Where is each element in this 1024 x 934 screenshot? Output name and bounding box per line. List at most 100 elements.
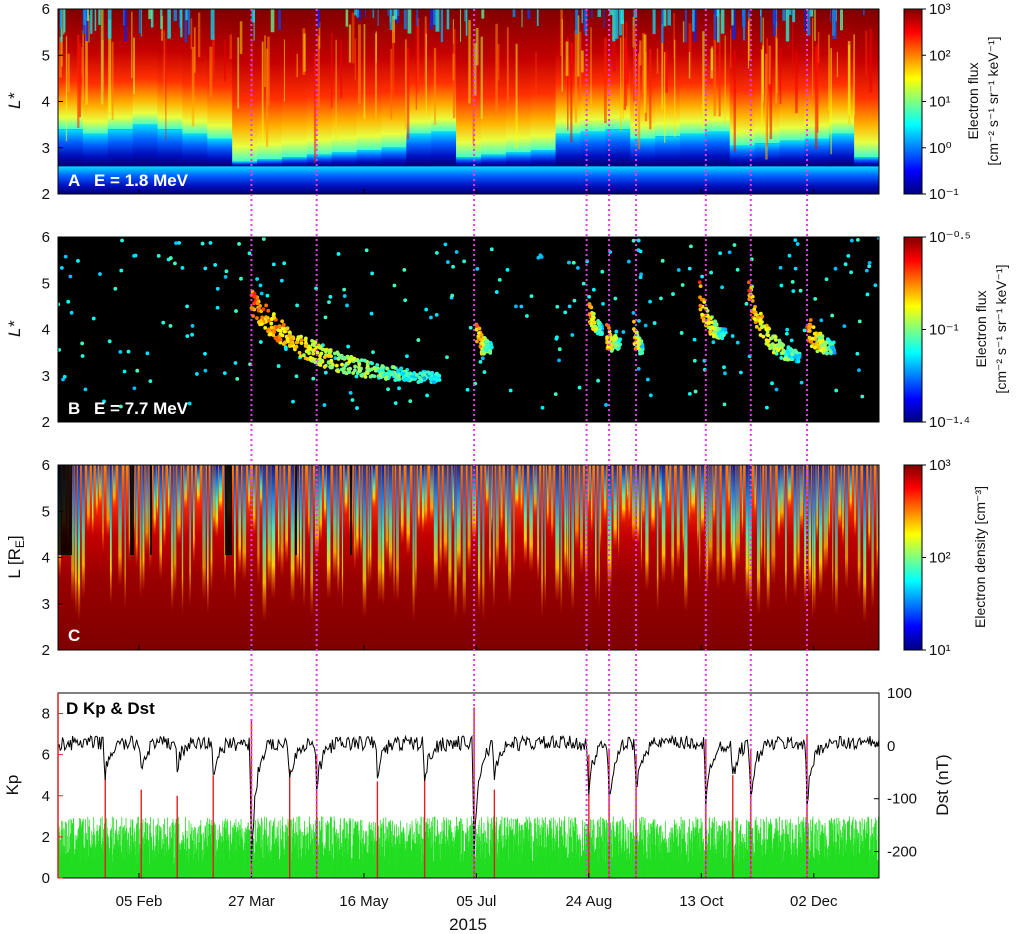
panel-a-slot-column: [232, 161, 258, 167]
panel-b-background-point: [744, 301, 749, 306]
panel-b-background-point: [98, 272, 102, 276]
dst-axis-label: Dst (nT): [933, 754, 952, 815]
panel-c-plume-streak: [159, 465, 163, 580]
panel-b-background-point: [843, 262, 848, 267]
panel-b-background-point: [720, 285, 724, 290]
panel-a-top-streak: [775, 9, 778, 28]
panel-c-plume-streak: [242, 465, 247, 582]
panel-a-slot-column: [82, 133, 109, 167]
panel-a-top-streak: [804, 9, 806, 32]
panel-b-background-point: [735, 267, 740, 272]
panel-c-plume-streak: [181, 465, 184, 616]
colorbar-tick-label: 10²: [929, 550, 951, 567]
panel-b-background-point: [80, 341, 85, 346]
panel-a-top-streak: [184, 9, 188, 43]
panel-b-background-point: [636, 248, 641, 253]
panel-b-background-point: [679, 331, 684, 335]
panel-a-decay-streak: [747, 12, 751, 61]
panel-a-top-streak: [124, 9, 127, 41]
panel-c-plume-streak: [106, 465, 110, 538]
colorbar-b: 10⁻⁰·⁵ 10⁻¹ 10⁻¹·⁴ Electron flux [cm⁻² s⁻¹…: [903, 229, 1009, 431]
panel-a-decay-streak: [452, 28, 456, 119]
panel-b-event-point: [474, 327, 479, 332]
colorbar-tick-label: 10⁰: [929, 140, 952, 157]
panel-b-background-point: [587, 294, 592, 299]
dst-tick-label: 0: [887, 738, 895, 755]
panel-b-event-point: [790, 352, 795, 357]
panel-b-background-point: [215, 286, 220, 291]
panel-b-background-point: [429, 315, 433, 320]
panel-b-event-point: [278, 337, 283, 342]
panel-b-background-point: [626, 259, 631, 264]
panel-a-top-streak: [760, 9, 762, 43]
x-tick-label: 05 Feb: [116, 893, 163, 910]
panel-a-decay-streak: [59, 36, 62, 78]
panel-a-slot-column: [306, 154, 333, 167]
panel-a-top-streak: [597, 9, 602, 17]
panel-b-event-point: [353, 364, 357, 369]
panel-b-background-point: [824, 277, 829, 282]
panel-b-event-point: [310, 338, 314, 343]
panel-b-background-point: [234, 309, 238, 313]
panel-c-plume-streak: [74, 465, 77, 615]
panel-b-event-point: [812, 331, 817, 336]
panel-a-decay-streak: [574, 30, 578, 123]
panel-b-background-point: [538, 253, 543, 258]
panel-b-background-point: [443, 242, 448, 247]
panel-c-plume-streak: [684, 465, 688, 612]
panel-b-background-point: [371, 350, 375, 355]
panel-a-decay-streak: [209, 46, 213, 97]
panel-b-background-point: [107, 339, 112, 344]
panel-b-background-point: [156, 253, 161, 258]
panel-c-plume-streak: [177, 465, 181, 544]
panel-b-background-point: [813, 296, 818, 301]
panel-b-event-point: [313, 360, 318, 365]
panel-c-plume-streak: [495, 465, 499, 572]
panel-b-event-point: [713, 321, 718, 326]
panel-b-event-point: [290, 341, 295, 346]
panel-c-plume-streak: [813, 465, 816, 614]
panel-b-event-point: [713, 332, 718, 337]
panel-b-background-point: [91, 316, 96, 321]
panel-b-background-point: [342, 294, 347, 298]
panel-b-event-point: [304, 349, 309, 354]
panel-b-background-point: [247, 251, 252, 256]
panel-c-plume-streak: [741, 465, 744, 538]
panel-b-background-point: [328, 294, 333, 299]
panel-a-flux-column: [530, 9, 557, 151]
panel-b-background-point: [557, 358, 561, 363]
panel-a-decay-streak: [303, 33, 306, 72]
panel-a-decay-streak: [535, 51, 537, 100]
panel-b-event-point: [475, 339, 479, 344]
panel-b-event-point: [480, 337, 485, 342]
panel-b-event-point: [776, 347, 781, 352]
colorbar-tick-label: 10²: [929, 47, 951, 64]
panel-a-decay-streak: [335, 39, 337, 139]
y-tick-label: 4: [42, 322, 50, 339]
kp-tick-label: 8: [42, 706, 50, 723]
panel-b-event-point: [764, 338, 769, 343]
panel-b-background-point: [424, 307, 429, 312]
panel-b-background-point: [855, 237, 860, 242]
panel-a-decay-streak: [811, 17, 814, 97]
x-tick-label: 02 Dec: [790, 893, 838, 910]
panel-b-event-point: [817, 331, 822, 336]
panel-c-plume-streak: [749, 465, 752, 611]
panel-b-event-point: [417, 379, 422, 384]
panel-b-background-point: [336, 252, 341, 256]
panel-b-background-point: [621, 330, 626, 334]
panel-b-background-point: [402, 267, 407, 272]
panel-c-plume-streak: [238, 465, 242, 575]
panel-a-top-streak: [716, 9, 720, 43]
panel-a-decay-streak: [472, 40, 475, 145]
panel-a-decay-streak: [580, 50, 584, 73]
panel-b-background-point: [660, 258, 665, 263]
panel-a-decay-streak: [612, 37, 616, 72]
panel-b-event-point: [322, 355, 327, 360]
panel-c-plume-streak: [564, 465, 567, 579]
panel-b-event-point: [609, 349, 614, 353]
panel-b-background-point: [83, 387, 88, 392]
panel-b-background-point: [434, 313, 439, 317]
panel-b-event-point: [294, 344, 299, 349]
panel-b-background-point: [614, 329, 619, 334]
